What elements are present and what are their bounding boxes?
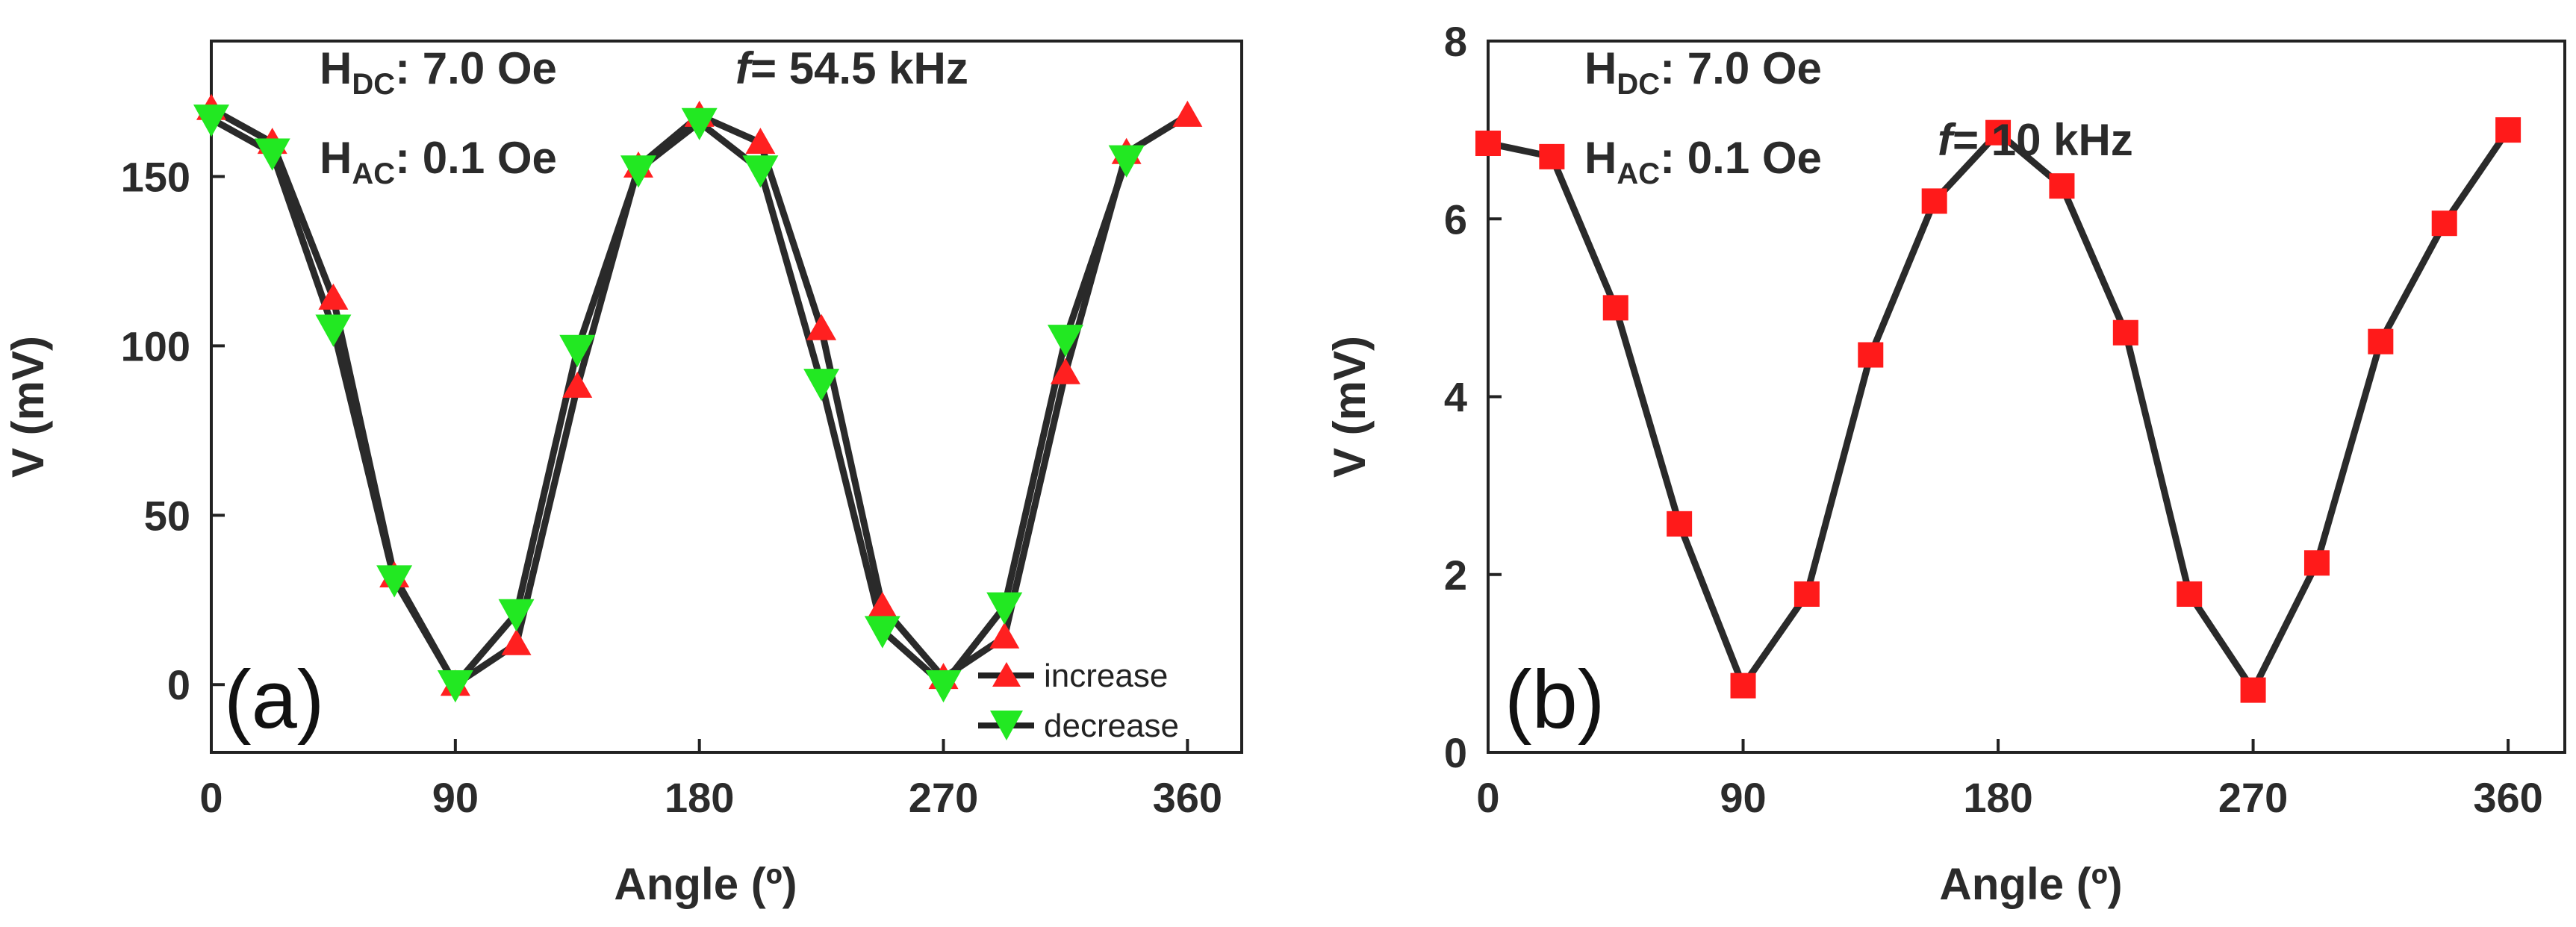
x-tick-label: 270 <box>909 774 978 821</box>
data-point <box>498 599 535 631</box>
data-point <box>2177 581 2203 607</box>
legend-increase-marker <box>992 662 1021 687</box>
x-tick-label: 360 <box>2473 774 2542 821</box>
data-point <box>193 104 229 137</box>
panel-b-label: (b) <box>1505 654 1605 746</box>
x-tick-label: 0 <box>199 774 223 821</box>
x-tick-label: 360 <box>1153 774 1222 821</box>
data-point <box>501 628 532 655</box>
series-line-V <box>1487 128 2511 694</box>
panel-b-frequency-annotation: f= 10 kHz <box>1938 115 2133 165</box>
panel-a-ylabel: V (mV) <box>3 336 53 478</box>
data-point <box>1921 188 1947 214</box>
y-tick-label: 0 <box>1444 729 1467 776</box>
series-line-decrease <box>209 116 1130 688</box>
x-tick-label: 180 <box>665 774 734 821</box>
panel-a-axes <box>210 40 1243 754</box>
data-point <box>989 622 1020 649</box>
panel-a-hac-annotation: HAC: 0.1 Oe <box>320 133 557 190</box>
data-point <box>2431 210 2457 237</box>
data-point <box>437 670 473 703</box>
panel-b: 0 90 180 270 360 0 2 4 6 8 V (mV) Angle (º) HDC: … <box>1325 18 2566 909</box>
data-point <box>559 334 596 367</box>
data-point <box>2303 550 2330 576</box>
y-tick-label: 8 <box>1444 18 1467 65</box>
data-point <box>254 138 290 171</box>
panel-b-ylabel: V (mV) <box>1325 336 1375 478</box>
data-point <box>2240 677 2266 703</box>
panel-b-xlabel: Angle (º) <box>1939 859 2122 909</box>
data-point <box>2368 328 2394 355</box>
panel-a-label: (a) <box>224 654 324 746</box>
y-tick-label: 150 <box>121 154 190 201</box>
panel-a: 0 90 180 270 360 0 50 100 150 V (mV) Angle (º) H… <box>3 40 1243 909</box>
y-tick-label: 50 <box>144 492 190 539</box>
data-point <box>867 591 897 618</box>
legend-decrease-marker <box>990 711 1023 740</box>
panel-b-lines <box>1487 128 2511 694</box>
y-tick-label: 4 <box>1444 374 1467 421</box>
data-point <box>986 592 1023 625</box>
data-point <box>803 369 840 402</box>
data-point <box>620 155 656 188</box>
data-point <box>1475 130 1501 156</box>
data-point <box>745 128 776 154</box>
panel-a-xlabel: Angle (º) <box>614 859 797 909</box>
y-tick-label: 0 <box>167 661 190 708</box>
x-tick-label: 90 <box>1720 774 1766 821</box>
panel-a-lines <box>209 105 1189 688</box>
data-point <box>1985 119 2012 146</box>
data-point <box>318 283 349 310</box>
x-tick-label: 90 <box>432 774 479 821</box>
data-point <box>681 107 718 140</box>
data-point <box>2112 319 2138 346</box>
data-point <box>1172 100 1203 127</box>
panel-a-frequency-annotation: f= 54.5 kHz <box>735 43 968 93</box>
data-point <box>742 155 779 188</box>
x-tick-label: 0 <box>1476 774 1499 821</box>
data-point <box>315 314 352 347</box>
data-point <box>925 670 962 703</box>
data-point <box>376 565 413 598</box>
data-point <box>2049 173 2075 199</box>
panel-b-hdc-annotation: HDC: 7.0 Oe <box>1584 43 1822 101</box>
data-point <box>1047 325 1083 358</box>
panel-a-ticks: 0 90 180 270 360 0 50 100 150 <box>121 154 1223 821</box>
panel-a-markers <box>193 93 1203 703</box>
series-line-increase <box>209 105 1189 688</box>
y-tick-label: 100 <box>121 322 190 369</box>
panel-a-hdc-annotation: HDC: 7.0 Oe <box>320 43 557 101</box>
x-tick-label: 270 <box>2218 774 2288 821</box>
legend-increase-label: increase <box>1044 658 1168 694</box>
data-point <box>562 371 593 398</box>
legend-decrease-label: decrease <box>1044 708 1179 744</box>
data-point <box>2495 117 2521 143</box>
panel-b-markers <box>1475 117 2521 703</box>
data-point <box>1858 342 1884 368</box>
data-point <box>1793 581 1820 607</box>
data-point <box>806 313 837 340</box>
data-point <box>864 616 900 649</box>
data-point <box>1602 295 1628 321</box>
data-point <box>1667 511 1693 537</box>
y-tick-label: 6 <box>1444 196 1467 243</box>
panel-a-frame <box>210 40 1243 754</box>
data-point <box>1050 358 1080 384</box>
data-point <box>1539 143 1565 169</box>
panel-b-hac-annotation: HAC: 0.1 Oe <box>1584 133 1822 190</box>
x-tick-label: 180 <box>1963 774 2032 821</box>
panel-b-ticks: 0 90 180 270 360 0 2 4 6 8 <box>1444 18 2543 821</box>
panel-a-legend: increase decrease <box>978 658 1179 744</box>
data-point <box>1730 672 1756 699</box>
y-tick-label: 2 <box>1444 552 1467 599</box>
data-point <box>1108 145 1145 178</box>
